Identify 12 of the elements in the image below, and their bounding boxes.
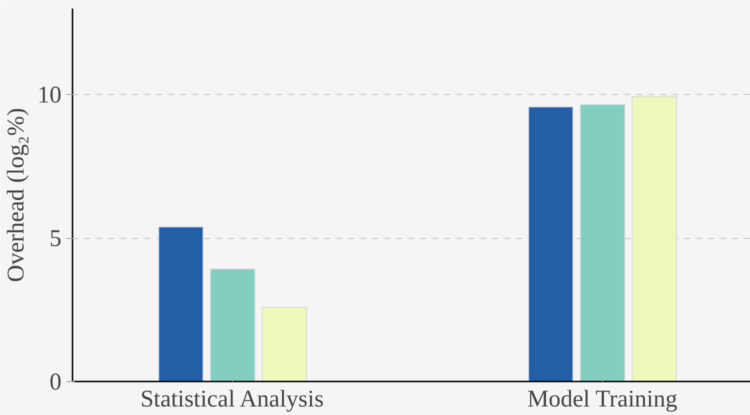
- y-tick-label: 0: [50, 370, 62, 396]
- y-tick-label: 10: [38, 82, 62, 109]
- bar: [262, 306, 308, 382]
- x-tick-label: Statistical Analysis: [140, 386, 324, 412]
- y-axis-title: Overhead (log₂%): [4, 108, 30, 282]
- y-tick-label: 5: [50, 226, 62, 252]
- bar: [632, 96, 678, 382]
- bar: [528, 106, 574, 382]
- x-tick-label: Model Training: [527, 386, 678, 412]
- bar: [158, 226, 204, 382]
- bar: [210, 268, 256, 382]
- bar: [580, 104, 626, 382]
